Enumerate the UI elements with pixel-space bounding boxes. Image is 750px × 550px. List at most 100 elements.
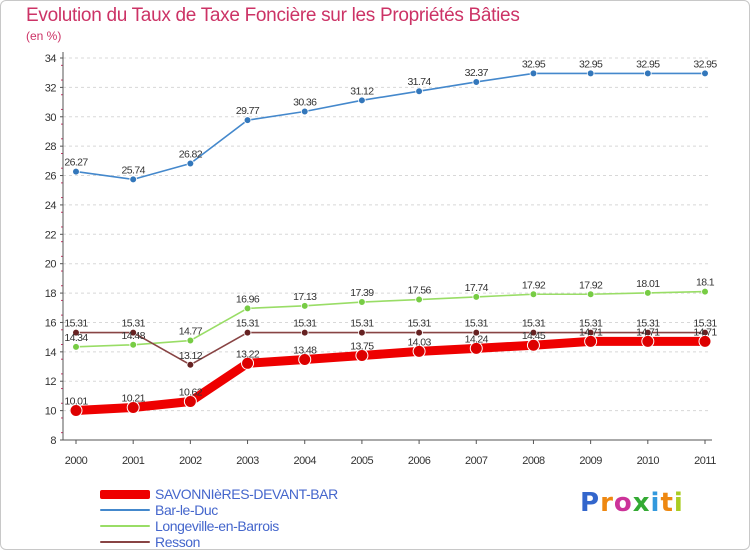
data-label: 17.56 <box>407 285 431 297</box>
legend-swatch <box>100 489 150 499</box>
logo-letter: o <box>613 488 633 518</box>
data-point <box>72 343 80 351</box>
x-tick-label: 2000 <box>65 455 88 467</box>
data-point <box>529 69 538 78</box>
data-point <box>586 290 595 299</box>
logo-letter: P <box>580 488 601 518</box>
data-point <box>358 96 366 105</box>
data-point <box>586 69 595 78</box>
data-label: 14.03 <box>407 336 431 348</box>
logo-letter: x <box>632 488 651 518</box>
data-point <box>129 328 137 337</box>
data-label: 31.74 <box>407 76 431 88</box>
data-label: 26.27 <box>64 157 88 169</box>
data-label: 32.95 <box>693 58 717 70</box>
data-point <box>298 352 312 366</box>
x-tick-label: 2011 <box>694 455 716 467</box>
data-label: 15.31 <box>636 318 660 330</box>
legend-label: SAVONNIèRES-DEVANT-BAR <box>155 486 338 502</box>
data-label: 31.12 <box>350 85 374 97</box>
data-label: 14.34 <box>64 332 88 344</box>
legend-label: Bar-le-Duc <box>155 502 218 518</box>
data-point <box>243 328 252 337</box>
data-label: 29.77 <box>236 105 260 117</box>
data-label: 32.95 <box>636 58 660 70</box>
data-point <box>129 175 137 184</box>
data-label: 15.31 <box>579 318 603 330</box>
data-label: 26.82 <box>179 148 203 160</box>
data-point <box>412 344 426 358</box>
series-line <box>75 72 706 181</box>
data-point <box>72 167 80 176</box>
data-label: 14.45 <box>522 330 546 342</box>
data-label: 15.31 <box>350 318 374 330</box>
proxiti-logo: Proxiti <box>580 488 684 518</box>
x-tick-label: 2005 <box>351 455 374 467</box>
logo-letter: r <box>600 488 614 518</box>
data-label: 15.31 <box>122 318 146 330</box>
data-label: 13.12 <box>179 350 203 362</box>
data-point <box>469 341 483 355</box>
data-point <box>300 107 309 116</box>
data-label: 17.13 <box>293 291 317 303</box>
data-point <box>472 328 481 337</box>
data-label: 15.31 <box>693 318 717 330</box>
legend-item-bar-le-duc[interactable]: Bar-le-Duc <box>100 502 338 518</box>
data-point <box>641 334 655 348</box>
x-tick-label: 2004 <box>293 455 316 467</box>
legend-label: Longeville-en-Barrois <box>155 518 279 534</box>
data-label: 13.75 <box>350 341 374 353</box>
data-label: 13.22 <box>236 348 260 360</box>
grid-lines <box>63 57 708 441</box>
data-label: 15.31 <box>64 318 88 330</box>
x-tick-label: 2008 <box>522 455 545 467</box>
data-point <box>415 87 423 96</box>
data-point <box>529 290 538 299</box>
legend-item-resson[interactable]: Resson <box>100 534 338 550</box>
data-point <box>644 69 652 78</box>
legend-swatch <box>100 525 150 527</box>
x-tick-label: 2001 <box>122 455 145 467</box>
data-label: 15.31 <box>293 318 317 330</box>
y-tick-label: 12 <box>45 376 57 388</box>
y-tick-label: 28 <box>45 141 57 153</box>
data-point <box>415 328 423 337</box>
data-point <box>472 293 481 301</box>
data-label: 14.24 <box>465 333 489 345</box>
data-label: 15.31 <box>522 318 546 330</box>
data-label: 16.96 <box>236 293 260 305</box>
data-label: 18.01 <box>636 278 660 290</box>
y-tick-label: 20 <box>45 259 57 271</box>
legend-swatch <box>100 509 150 511</box>
y-tick-label: 22 <box>45 229 57 241</box>
logo-letter: i <box>673 488 684 518</box>
data-label: 10.62 <box>179 387 203 399</box>
data-point <box>358 298 366 306</box>
data-label: 10.01 <box>64 395 88 407</box>
legend-swatch <box>100 541 150 543</box>
data-label: 14.71 <box>693 326 717 338</box>
series-line <box>75 290 706 348</box>
legend-label: Resson <box>155 534 201 550</box>
legend-item-longeville[interactable]: Longeville-en-Barrois <box>100 518 338 534</box>
data-point <box>300 302 309 310</box>
data-point <box>300 328 309 337</box>
data-label: 13.48 <box>293 344 317 356</box>
axes: 8 10 12 14 16 18 20 22 24 26 28 30 32 34 2000 2001 2002 2… <box>45 52 717 467</box>
data-point <box>69 403 83 417</box>
x-tick-label: 2007 <box>465 455 488 467</box>
y-axis-unit: (en %) <box>26 29 62 43</box>
data-label: 32.37 <box>465 67 489 79</box>
legend: SAVONNIèRES-DEVANT-BAR Bar-le-Duc Longev… <box>100 486 338 550</box>
x-tick-label: 2010 <box>637 455 660 467</box>
y-tick-label: 30 <box>45 112 57 124</box>
data-point <box>701 69 709 78</box>
series-line <box>75 331 706 366</box>
data-label: 17.92 <box>522 279 546 291</box>
legend-item-savonnieres[interactable]: SAVONNIèRES-DEVANT-BAR <box>100 486 338 502</box>
data-point <box>526 338 540 352</box>
data-point <box>529 328 538 337</box>
data-label: 14.77 <box>179 326 203 338</box>
